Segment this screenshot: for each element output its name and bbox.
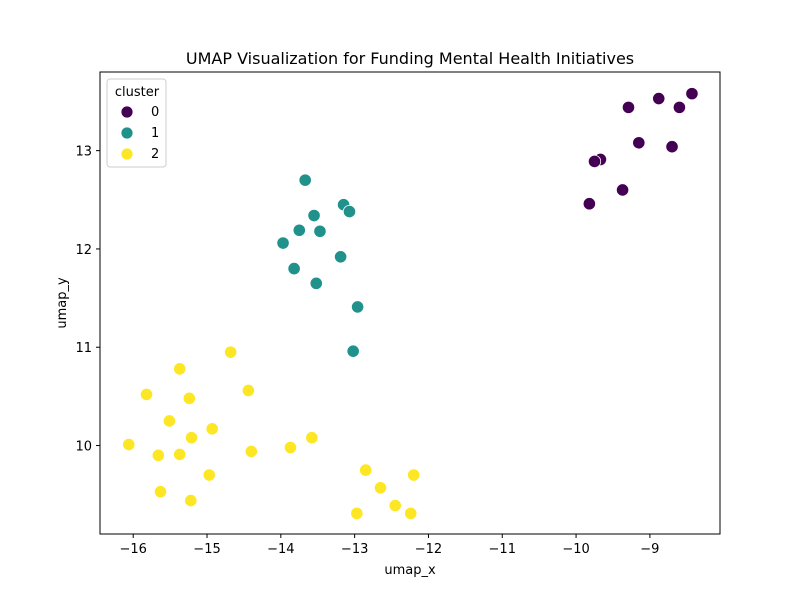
y-axis-label: umap_y (55, 277, 70, 329)
scatter-point-cluster-0 (685, 87, 699, 101)
scatter-point-cluster-0 (672, 100, 687, 114)
scatter-point-cluster-1 (334, 250, 348, 264)
scatter-point-cluster-2 (388, 498, 402, 513)
scatter-point-cluster-0 (621, 100, 636, 114)
x-tick-label: −9 (640, 542, 659, 557)
scatter-point-cluster-1 (350, 300, 365, 314)
scatter-point-cluster-2 (184, 431, 199, 445)
legend-marker-cluster-1 (120, 126, 134, 140)
scatter-point-cluster-2 (407, 468, 421, 482)
scatter-point-cluster-0 (582, 197, 596, 211)
scatter-point-cluster-2 (173, 362, 187, 376)
x-axis: −16 −15 −14 −13 −12 −11 −10 −9 (119, 534, 659, 557)
scatter-point-cluster-2 (404, 506, 418, 520)
legend-title: cluster (115, 85, 160, 100)
scatter-point-cluster-1 (313, 224, 327, 238)
x-axis-label: umap_x (384, 563, 436, 578)
x-tick-label: −12 (415, 542, 442, 557)
scatter-point-cluster-2 (305, 431, 319, 445)
scatter-point-cluster-2 (350, 506, 364, 520)
x-tick-label: −16 (119, 542, 146, 557)
scatter-point-cluster-2 (205, 422, 219, 436)
scatter-point-cluster-1 (342, 204, 357, 219)
scatter-point-cluster-2 (162, 414, 176, 428)
scatter-point-cluster-2 (173, 447, 187, 461)
scatter-point-cluster-0 (632, 136, 646, 150)
scatter-point-cluster-2 (202, 468, 216, 482)
scatter-point-cluster-0 (587, 154, 602, 169)
data-points (122, 87, 699, 520)
scatter-point-cluster-2 (373, 481, 388, 495)
scatter-point-cluster-2 (283, 440, 298, 455)
scatter-point-cluster-1 (309, 276, 323, 290)
y-tick-label: 11 (75, 341, 92, 356)
scatter-point-cluster-2 (241, 383, 255, 398)
x-tick-label: −14 (267, 542, 294, 557)
scatter-point-cluster-0 (665, 140, 679, 154)
plot-area (99, 71, 721, 535)
scatter-point-cluster-1 (292, 223, 306, 237)
legend: cluster 0 1 2 (106, 78, 167, 168)
legend-marker-cluster-2 (120, 147, 134, 161)
x-tick-label: −11 (489, 542, 516, 557)
scatter-point-cluster-0 (615, 183, 630, 197)
scatter-point-cluster-2 (151, 448, 165, 462)
x-tick-label: −13 (341, 542, 368, 557)
scatter-point-cluster-1 (276, 236, 290, 250)
chart-title: UMAP Visualization for Funding Mental He… (186, 49, 634, 68)
scatter-point-cluster-2 (153, 485, 168, 499)
x-tick-label: −10 (562, 542, 589, 557)
x-tick-label: −15 (193, 542, 220, 557)
scatter-point-cluster-2 (182, 391, 196, 405)
scatter-point-cluster-2 (122, 437, 136, 452)
scatter-point-cluster-1 (307, 208, 321, 223)
scatter-point-cluster-2 (184, 493, 198, 508)
scatter-point-cluster-2 (244, 444, 258, 459)
y-tick-label: 12 (75, 243, 92, 258)
y-tick-label: 13 (75, 145, 92, 160)
legend-marker-cluster-0 (120, 105, 134, 119)
legend-label-cluster-2: 2 (151, 147, 159, 162)
scatter-point-cluster-2 (224, 345, 238, 359)
y-axis: 10 11 12 13 (75, 145, 100, 455)
legend-label-cluster-1: 1 (151, 126, 159, 141)
scatter-point-cluster-1 (298, 173, 312, 187)
legend-box (106, 78, 167, 168)
scatter-point-cluster-0 (652, 91, 666, 106)
scatter-point-cluster-2 (139, 387, 154, 402)
scatter-point-cluster-1 (346, 344, 360, 358)
y-tick-label: 10 (75, 440, 92, 455)
scatter-point-cluster-1 (287, 261, 301, 276)
scatter-point-cluster-2 (359, 463, 373, 477)
legend-label-cluster-0: 0 (151, 105, 159, 120)
